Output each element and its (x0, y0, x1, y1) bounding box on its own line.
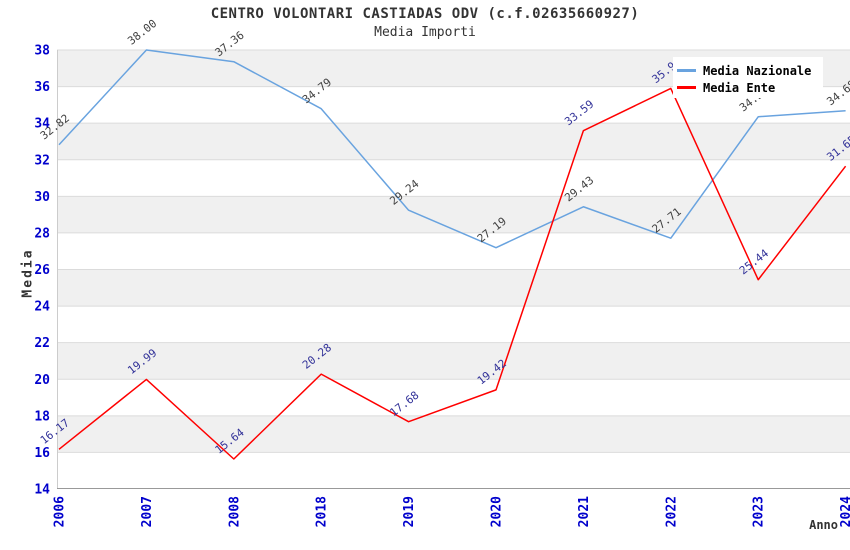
x-tick-label: 2019 (402, 496, 417, 527)
x-tick-label: 2006 (53, 496, 68, 527)
chart-title: CENTRO VOLONTARI CASTIADAS ODV (c.f.0263… (210, 6, 640, 22)
legend: Media Nazionale Media Ente (673, 57, 823, 98)
y-tick-label: 24 (34, 300, 50, 315)
y-tick-label: 20 (34, 373, 50, 388)
legend-line-sample-nazionale (677, 69, 696, 72)
legend-label-nazionale: Media Nazionale (703, 63, 812, 78)
x-tick-label: 2021 (577, 496, 592, 527)
y-tick-label: 30 (34, 190, 50, 205)
chart-subtitle: Media Importi (374, 25, 476, 40)
plot-band (57, 415, 850, 453)
x-tick-label: 2024 (839, 496, 850, 527)
y-tick-label: 16 (34, 446, 50, 461)
x-tick-label: 2020 (490, 496, 505, 527)
y-tick-label: 18 (34, 409, 50, 424)
plot-band (57, 196, 850, 233)
y-tick-label: 26 (34, 263, 50, 278)
x-tick-label: 2022 (664, 496, 679, 527)
x-tick-label: 2008 (227, 496, 242, 527)
y-axis-title: Media (20, 248, 36, 298)
legend-item-media-ente: Media Ente (677, 79, 823, 96)
plot-band (57, 342, 850, 380)
y-tick-label: 34 (34, 117, 50, 132)
y-tick-label: 38 (34, 44, 50, 59)
y-tick-label: 14 (34, 483, 50, 498)
legend-item-media-nazionale: Media Nazionale (677, 62, 823, 79)
x-tick-label: 2023 (752, 496, 767, 527)
legend-line-sample-ente (677, 86, 696, 89)
x-tick-label: 2007 (140, 496, 155, 527)
y-tick-label: 28 (34, 226, 50, 241)
chart-line-media-nazionale (58, 49, 846, 249)
x-axis-title: Anno (809, 518, 838, 532)
x-tick-label: 2018 (315, 496, 330, 527)
point-label: 17.68 (387, 389, 421, 420)
legend-label-ente: Media Ente (703, 80, 776, 95)
y-tick-label: 36 (34, 80, 50, 95)
y-tick-label: 22 (34, 336, 50, 351)
plot-band (57, 269, 850, 307)
chart-line-media-ente (58, 87, 847, 460)
plot-band (57, 123, 850, 160)
y-tick-label: 32 (34, 153, 50, 168)
